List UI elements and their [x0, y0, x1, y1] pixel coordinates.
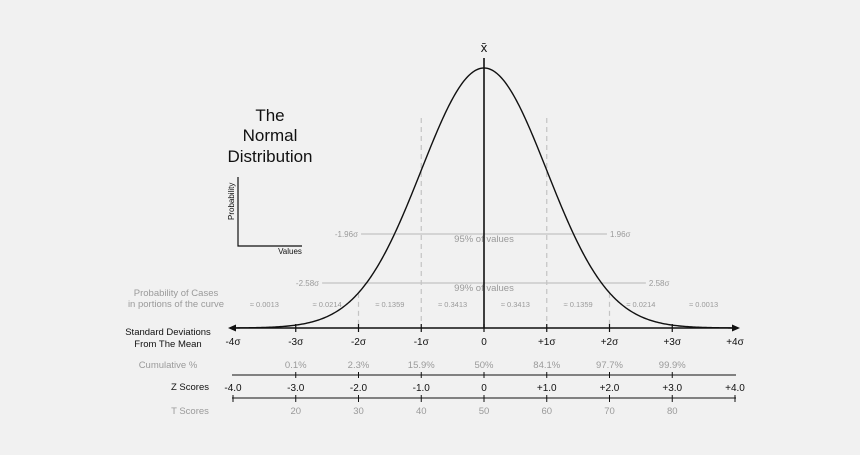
probability-label-line-1: Probability of Cases — [134, 288, 219, 299]
mini-axes-icon — [237, 177, 302, 247]
sigma-tick-label: -4σ — [225, 337, 241, 348]
stddev-label-line-2: From The Mean — [134, 339, 201, 350]
sigma-tick-label: -3σ — [288, 337, 304, 348]
probability-value: ≈ 0.0013 — [250, 300, 279, 309]
probability-label-line-2: in portions of the curve — [128, 299, 224, 310]
mini-axes-xlabel: Values — [278, 247, 302, 256]
zscores-label: Z Scores — [171, 382, 209, 393]
sigma-tick-label: +1σ — [538, 337, 556, 348]
probability-value: ≈ 0.3413 — [501, 300, 530, 309]
zscore-value: -3.0 — [287, 383, 305, 394]
zscore-value: +3.0 — [662, 383, 682, 394]
zscore-value: -4.0 — [224, 383, 242, 394]
probability-value: ≈ 0.1359 — [375, 300, 404, 309]
zscore-value: +2.0 — [600, 383, 620, 394]
sigma-tick-label: +3σ — [663, 337, 681, 348]
zscore-value: 0 — [481, 383, 487, 394]
tscores-label: T Scores — [171, 406, 209, 417]
tscore-value: 70 — [604, 406, 615, 417]
ci99-left-label: -2.58σ — [296, 279, 319, 288]
mini-axes-ylabel: Probability — [227, 183, 236, 220]
title-line-3: Distribution — [227, 147, 312, 166]
sigma-tick-label: -2σ — [351, 337, 367, 348]
mean-symbol: x̄ — [481, 40, 488, 55]
stddev-label-line-1: Standard Deviations — [125, 327, 211, 338]
ci99-right-label: 2.58σ — [649, 279, 670, 288]
probability-value: ≈ 0.0214 — [313, 300, 342, 309]
cumulative-value: 50% — [474, 360, 494, 371]
tscore-value: 50 — [479, 406, 490, 417]
zscore-value: +4.0 — [725, 383, 745, 394]
zscore-value: -2.0 — [350, 383, 368, 394]
zscore-value: +1.0 — [537, 383, 557, 394]
ci95-right-label: 1.96σ — [610, 230, 631, 239]
cumulative-label: Cumulative % — [139, 360, 198, 371]
probability-value: ≈ 0.0214 — [626, 300, 655, 309]
cumulative-value: 15.9% — [408, 360, 435, 371]
tscore-value: 60 — [541, 406, 552, 417]
probability-value: ≈ 0.3413 — [438, 300, 467, 309]
cumulative-value: 99.9% — [659, 360, 686, 371]
tscore-value: 30 — [353, 406, 364, 417]
title-line-2: Normal — [243, 126, 298, 145]
ci95-left-label: -1.96σ — [335, 230, 358, 239]
axis-ticks — [232, 324, 736, 402]
sigma-tick-label: +4σ — [726, 337, 744, 348]
probability-value: ≈ 0.1359 — [564, 300, 593, 309]
sigma-tick-label: -1σ — [414, 337, 430, 348]
sigma-tick-label: +2σ — [601, 337, 619, 348]
tscore-value: 80 — [667, 406, 678, 417]
cumulative-value: 84.1% — [533, 360, 560, 371]
tscore-value: 20 — [290, 406, 301, 417]
title-line-1: The — [255, 106, 284, 125]
row-values: -4σ -3σ -2σ -1σ 0 +1σ +2σ +3σ +4σ ≈ 0.0013 ≈ 0.021… — [224, 300, 745, 417]
tscore-value: 40 — [416, 406, 427, 417]
zscore-value: -1.0 — [413, 383, 431, 394]
cumulative-value: 2.3% — [348, 360, 370, 371]
cumulative-value: 0.1% — [285, 360, 307, 371]
sigma-tick-label: 0 — [481, 337, 487, 348]
cumulative-value: 97.7% — [596, 360, 623, 371]
probability-value: ≈ 0.0013 — [689, 300, 718, 309]
